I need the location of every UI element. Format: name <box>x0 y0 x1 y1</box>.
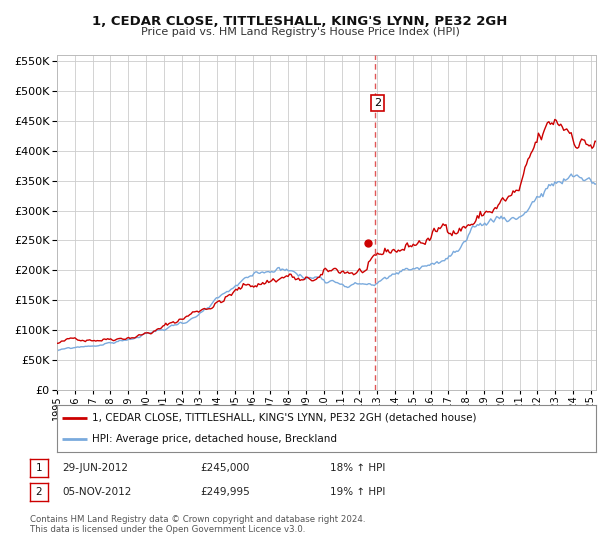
Text: £249,995: £249,995 <box>200 487 250 497</box>
Text: 1: 1 <box>35 463 43 473</box>
Text: £245,000: £245,000 <box>200 463 250 473</box>
Text: 1, CEDAR CLOSE, TITTLESHALL, KING'S LYNN, PE32 2GH (detached house): 1, CEDAR CLOSE, TITTLESHALL, KING'S LYNN… <box>92 413 476 423</box>
Text: Price paid vs. HM Land Registry's House Price Index (HPI): Price paid vs. HM Land Registry's House … <box>140 27 460 37</box>
Text: 18% ↑ HPI: 18% ↑ HPI <box>330 463 385 473</box>
Text: 19% ↑ HPI: 19% ↑ HPI <box>330 487 385 497</box>
Text: 2: 2 <box>374 98 381 108</box>
Text: HPI: Average price, detached house, Breckland: HPI: Average price, detached house, Brec… <box>92 435 337 444</box>
Text: 05-NOV-2012: 05-NOV-2012 <box>62 487 131 497</box>
Text: 29-JUN-2012: 29-JUN-2012 <box>62 463 128 473</box>
Text: 1, CEDAR CLOSE, TITTLESHALL, KING'S LYNN, PE32 2GH: 1, CEDAR CLOSE, TITTLESHALL, KING'S LYNN… <box>92 15 508 27</box>
Text: 2: 2 <box>35 487 43 497</box>
Text: Contains HM Land Registry data © Crown copyright and database right 2024.
This d: Contains HM Land Registry data © Crown c… <box>30 515 365 534</box>
